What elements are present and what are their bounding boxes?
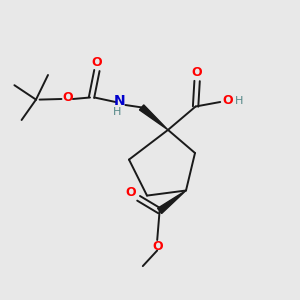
Text: H: H	[113, 106, 121, 117]
Text: O: O	[152, 239, 163, 253]
Text: O: O	[92, 56, 102, 69]
Text: H: H	[235, 95, 243, 106]
Polygon shape	[158, 190, 186, 214]
Text: O: O	[222, 94, 233, 107]
Text: N: N	[114, 94, 126, 107]
Text: O: O	[62, 91, 73, 104]
Text: O: O	[192, 66, 203, 79]
Text: O: O	[125, 186, 136, 200]
Polygon shape	[140, 105, 168, 130]
